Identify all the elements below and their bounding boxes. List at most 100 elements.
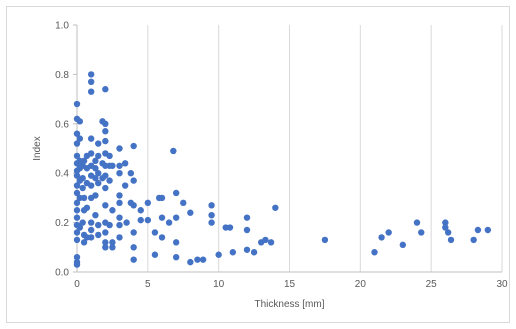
data-point	[79, 184, 86, 192]
data-point	[87, 135, 95, 142]
data-point	[73, 152, 81, 160]
data-point	[92, 157, 99, 165]
y-tick-label: 0.8	[55, 70, 69, 81]
data-point	[262, 236, 269, 244]
data-point	[243, 226, 251, 234]
data-point	[194, 256, 201, 263]
data-point	[243, 214, 251, 221]
data-point	[130, 202, 137, 209]
data-point	[378, 234, 385, 241]
data-point	[92, 165, 99, 172]
data-point	[102, 239, 109, 246]
data-point	[87, 182, 95, 189]
data-point	[95, 152, 102, 160]
data-point	[267, 239, 275, 246]
data-point	[76, 224, 84, 231]
data-point	[172, 253, 180, 261]
y-tick-label: 0.0	[55, 268, 69, 279]
data-point	[102, 202, 109, 209]
data-point	[92, 192, 99, 199]
data-point	[87, 150, 95, 157]
grid-lines	[147, 25, 503, 272]
data-point	[121, 182, 129, 189]
y-tick-label: 0.6	[55, 119, 69, 130]
data-point	[123, 219, 130, 226]
data-point	[116, 145, 123, 152]
data-point	[87, 88, 95, 95]
data-point	[130, 244, 137, 251]
data-point	[321, 236, 329, 244]
data-point	[130, 256, 137, 263]
data-point	[102, 229, 109, 236]
data-point	[95, 231, 102, 239]
data-point	[73, 189, 81, 197]
data-point	[158, 194, 166, 202]
data-point	[87, 71, 95, 78]
data-points	[73, 71, 492, 268]
data-point	[73, 214, 81, 221]
data-point	[73, 140, 81, 147]
data-point	[170, 147, 177, 155]
data-point	[73, 253, 81, 261]
data-point	[208, 219, 215, 226]
data-point	[172, 239, 180, 246]
data-point	[208, 211, 215, 219]
data-point	[95, 179, 102, 187]
data-point	[109, 244, 116, 251]
data-point	[87, 234, 95, 241]
data-point	[95, 170, 102, 177]
data-point	[399, 241, 407, 249]
data-point	[130, 177, 137, 184]
data-point	[151, 251, 159, 258]
data-point	[121, 160, 129, 167]
data-point	[130, 142, 137, 150]
data-point	[116, 234, 123, 241]
data-point	[158, 214, 166, 221]
data-point	[442, 219, 449, 226]
data-point	[418, 229, 425, 236]
data-point	[250, 249, 258, 256]
x-tick-label: 5	[145, 279, 151, 290]
data-point	[137, 216, 144, 224]
data-point	[137, 207, 144, 214]
data-point	[215, 251, 222, 258]
data-point	[226, 224, 234, 231]
data-point	[73, 172, 81, 179]
data-point	[73, 207, 81, 214]
data-point	[83, 204, 91, 211]
data-point	[73, 130, 81, 137]
axes	[73, 24, 502, 273]
data-point	[73, 236, 81, 244]
data-point	[444, 229, 452, 236]
data-point	[116, 214, 123, 221]
data-point	[87, 226, 95, 234]
data-point	[199, 256, 207, 263]
data-point	[385, 229, 392, 236]
data-point	[73, 229, 81, 236]
data-point	[243, 246, 251, 253]
data-point	[102, 120, 109, 128]
y-tick-label: 0.4	[55, 169, 69, 180]
data-point	[106, 221, 113, 229]
data-point	[447, 236, 455, 244]
data-point	[442, 224, 449, 231]
data-point	[165, 219, 173, 226]
data-point	[158, 234, 166, 241]
data-point	[80, 194, 88, 202]
data-point	[474, 226, 482, 234]
data-point	[208, 202, 215, 209]
y-tick-label: 1.0	[55, 21, 69, 32]
data-point	[180, 199, 187, 207]
data-point	[484, 226, 492, 234]
data-point	[102, 244, 109, 251]
data-point	[172, 214, 180, 221]
data-point	[272, 204, 279, 211]
data-point	[79, 174, 86, 182]
data-point	[470, 236, 477, 244]
data-point	[102, 184, 109, 192]
data-point	[102, 86, 109, 93]
data-point	[413, 219, 421, 226]
tick-labels: 0.0 0.2 0.4 0.6 0.8 1.0 0 5 10 15 20 25 30	[55, 21, 508, 291]
data-point	[102, 128, 109, 135]
